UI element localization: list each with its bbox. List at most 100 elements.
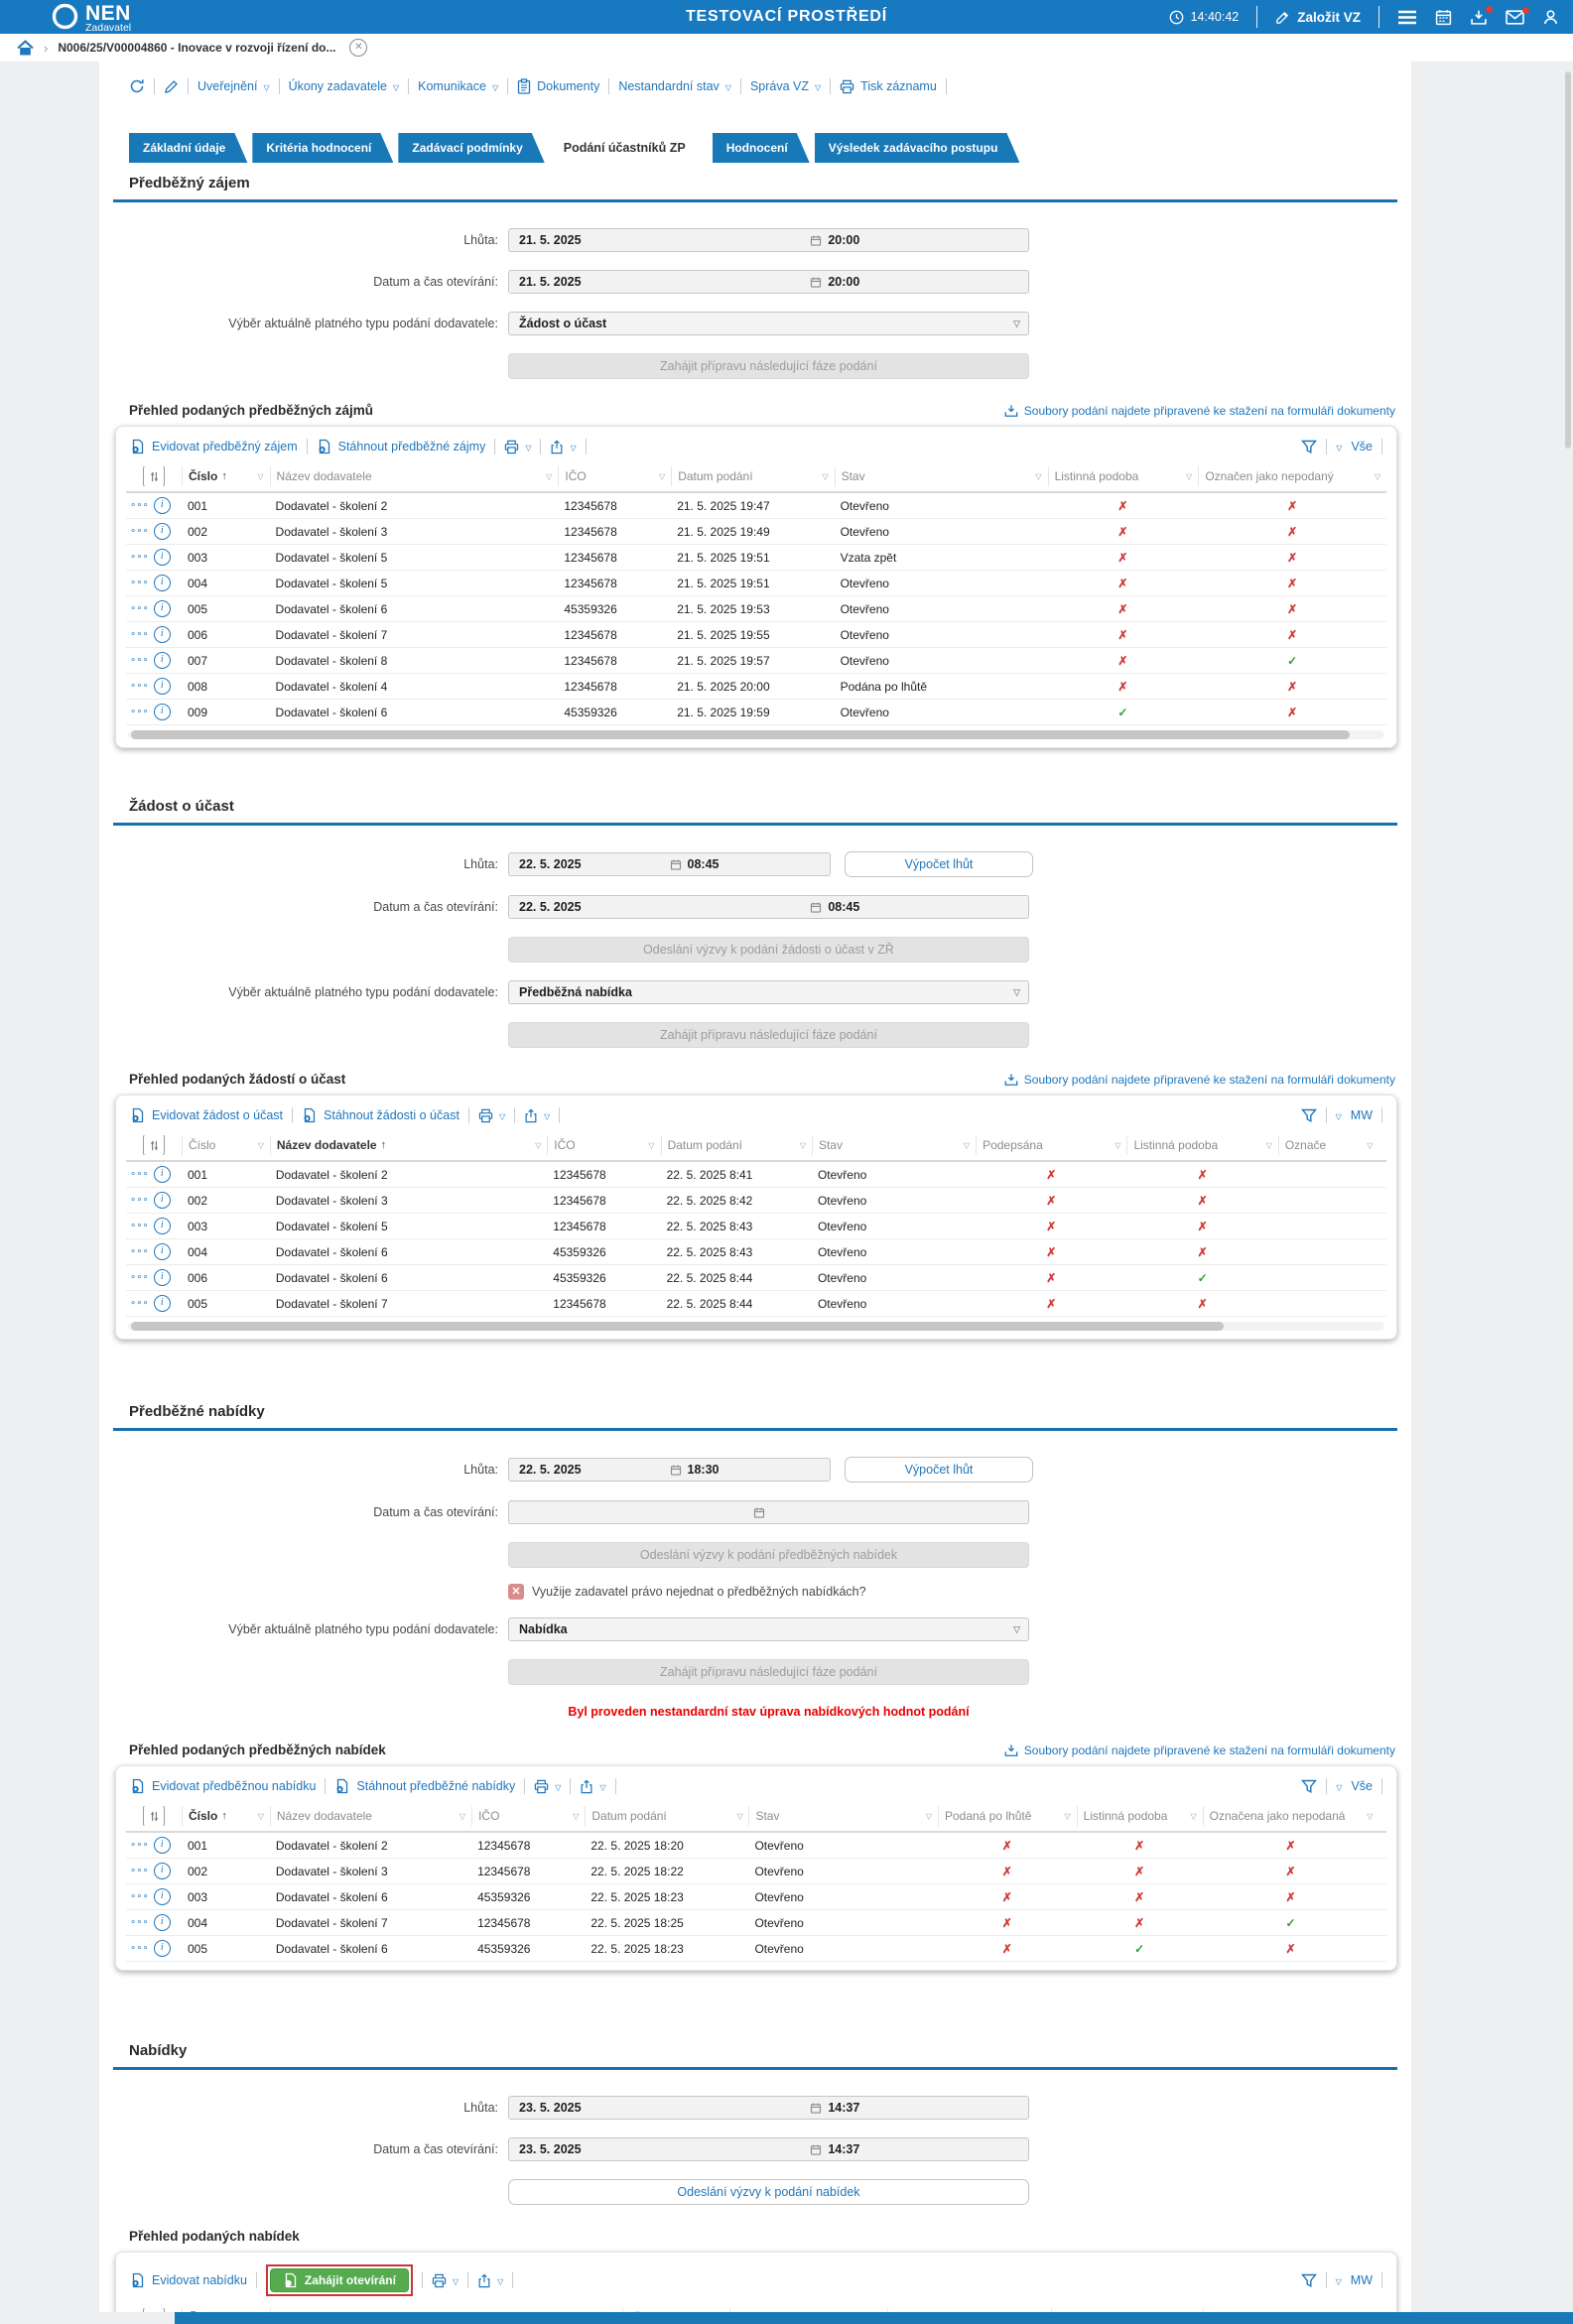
row-menu-button[interactable]: ∘∘∘	[130, 500, 149, 511]
view-selector[interactable]: Vše	[1351, 1779, 1373, 1793]
table-row[interactable]: ∘∘∘ i 001 Dodavatel - školení 2 12345678 21. …	[126, 493, 1386, 519]
row-menu-button[interactable]: ∘∘∘	[130, 655, 149, 666]
row-menu-button[interactable]: ∘∘∘	[130, 1943, 149, 1954]
menu-sprava-vz[interactable]: Správa VZ ▽	[749, 79, 822, 93]
row-menu-button[interactable]: ∘∘∘	[130, 526, 149, 537]
column-header[interactable]: Listinná podoba ▽	[1047, 466, 1199, 486]
checkbox-x-icon[interactable]: ✕	[508, 1584, 524, 1600]
column-header[interactable]: Podaná po lhůtě▽	[937, 1806, 1077, 1826]
table-row[interactable]: ∘∘∘ i 001 Dodavatel - školení 2 12345678 22. …	[126, 1833, 1386, 1859]
menu-komunikace[interactable]: Komunikace ▽	[418, 79, 499, 93]
column-filter-icon[interactable]: ▽	[1190, 1811, 1197, 1821]
files-download-link[interactable]: Soubory podání najdete připravené ke sta…	[1004, 404, 1395, 418]
row-info-button[interactable]: i	[153, 523, 171, 540]
submission-type-select[interactable]: Žádost o účast ▽	[508, 312, 1029, 335]
column-settings-button[interactable]	[126, 2308, 182, 2312]
start-opening-button[interactable]: Zahájit otevírání	[269, 2268, 409, 2292]
row-menu-button[interactable]: ∘∘∘	[130, 1272, 149, 1283]
column-header[interactable]: Číslo↑▽	[182, 2308, 270, 2312]
table-row[interactable]: ∘∘∘ i 007 Dodavatel - školení 8 12345678 21. …	[126, 648, 1386, 674]
table-action-button[interactable]: Evidovat předběžnou nabídku	[130, 1778, 316, 1794]
column-header[interactable]: Označe ▽	[1277, 1135, 1379, 1155]
column-settings-button[interactable]	[126, 1135, 182, 1155]
row-info-button[interactable]: i	[153, 1243, 171, 1260]
menu-nestandardni-stav[interactable]: Nestandardní stav ▽	[618, 79, 731, 93]
edit-record-button[interactable]	[164, 79, 179, 94]
view-selector[interactable]: MW	[1350, 1108, 1373, 1122]
column-filter-icon[interactable]: ▽	[1367, 1140, 1374, 1150]
column-filter-icon[interactable]: ▽	[925, 1811, 932, 1821]
row-info-button[interactable]: i	[153, 575, 171, 591]
table-action-button[interactable]: Evidovat žádost o účast	[130, 1107, 283, 1123]
column-header[interactable]: Stav ▽	[811, 1135, 976, 1155]
row-menu-button[interactable]: ∘∘∘	[130, 629, 149, 640]
column-filter-icon[interactable]: ▽	[963, 1140, 971, 1150]
calendar-icon[interactable]	[810, 234, 822, 247]
calendar-icon[interactable]	[810, 901, 822, 914]
row-info-button[interactable]: i	[153, 1914, 171, 1931]
row-menu-button[interactable]: ∘∘∘	[130, 1840, 149, 1851]
print-button[interactable]: ▽	[432, 2273, 459, 2288]
submission-type-select[interactable]: Předběžná nabídka ▽	[508, 980, 1029, 1004]
column-header[interactable]: Stav ▽	[834, 466, 1048, 486]
breadcrumb-item[interactable]: N006/25/V00004860 - Inovace v rozvoji ří…	[58, 41, 336, 55]
row-menu-button[interactable]: ∘∘∘	[130, 1866, 149, 1876]
export-button[interactable]: ▽	[550, 440, 577, 454]
column-filter-icon[interactable]: ▽	[573, 1811, 580, 1821]
table-row[interactable]: ∘∘∘ i 004 Dodavatel - školení 7 12345678 22. …	[126, 1910, 1386, 1936]
row-info-button[interactable]: i	[153, 1295, 171, 1312]
table-row[interactable]: ∘∘∘ i 001 Dodavatel - školení 2 12345678 22. …	[126, 1162, 1386, 1188]
row-menu-button[interactable]: ∘∘∘	[130, 578, 149, 588]
column-filter-icon[interactable]: ▽	[1035, 471, 1042, 481]
export-button[interactable]: ▽	[477, 2273, 503, 2288]
column-filter-icon[interactable]: ▽	[1064, 1811, 1071, 1821]
column-filter-icon[interactable]: ▽	[1265, 1140, 1272, 1150]
export-button[interactable]: ▽	[580, 1779, 606, 1794]
row-info-button[interactable]: i	[153, 600, 171, 617]
messages-button[interactable]	[1506, 6, 1529, 25]
row-info-button[interactable]: i	[153, 1863, 171, 1879]
calc-deadlines-button[interactable]: Výpočet lhůt	[845, 1457, 1033, 1483]
calc-deadlines-button[interactable]: Výpočet lhůt	[845, 851, 1033, 877]
row-info-button[interactable]: i	[153, 1218, 171, 1234]
filter-button[interactable]	[1301, 1779, 1318, 1794]
refresh-button[interactable]	[129, 78, 145, 94]
row-info-button[interactable]: i	[153, 626, 171, 643]
print-button[interactable]: ▽	[534, 1779, 561, 1794]
create-vz-button[interactable]: Založit VZ	[1275, 10, 1361, 25]
column-filter-icon[interactable]: ▽	[736, 1811, 743, 1821]
column-filter-icon[interactable]: ▽	[1367, 1811, 1374, 1821]
column-header[interactable]: Název dodavatele▽	[269, 1806, 471, 1826]
row-info-button[interactable]: i	[153, 1940, 171, 1957]
column-header[interactable]: IČO ▽	[547, 1135, 660, 1155]
column-header[interactable]: Název dodavatele▽	[269, 2308, 623, 2312]
calendar-icon[interactable]	[810, 276, 822, 289]
table-row[interactable]: ∘∘∘ i 005 Dodavatel - školení 6 45359326 21. …	[126, 596, 1386, 622]
table-action-button[interactable]: Stáhnout žádosti o účast	[302, 1107, 459, 1123]
row-menu-button[interactable]: ∘∘∘	[130, 1195, 149, 1206]
filter-button[interactable]	[1301, 440, 1318, 454]
home-icon[interactable]	[17, 40, 34, 56]
print-button[interactable]: ▽	[478, 1108, 505, 1123]
column-header[interactable]: Stav ▽	[748, 1806, 938, 1826]
inbox-button[interactable]	[1470, 5, 1493, 26]
table-row[interactable]: ∘∘∘ i 003 Dodavatel - školení 6 45359326 22. …	[126, 1884, 1386, 1910]
table-row[interactable]: ∘∘∘ i 006 Dodavatel - školení 7 12345678 21. …	[126, 622, 1386, 648]
column-header[interactable]: Datum podání▽	[729, 2308, 887, 2312]
row-menu-button[interactable]: ∘∘∘	[130, 1169, 149, 1180]
column-header[interactable]: Číslo↑▽	[182, 1806, 270, 1826]
column-header[interactable]: Podaná po lhůtě▽	[1051, 2308, 1202, 2312]
row-menu-button[interactable]: ∘∘∘	[130, 552, 149, 563]
row-info-button[interactable]: i	[153, 652, 171, 669]
view-selector[interactable]: MW	[1350, 2273, 1373, 2287]
row-menu-button[interactable]: ∘∘∘	[130, 1891, 149, 1902]
row-menu-button[interactable]: ∘∘∘	[130, 1917, 149, 1928]
column-header[interactable]: Datum podání▽	[671, 466, 834, 486]
files-download-link[interactable]: Soubory podání najdete připravené ke sta…	[1004, 1743, 1395, 1757]
column-filter-icon[interactable]: ▽	[1374, 471, 1380, 481]
tab-kriteria-hodnoceni[interactable]: Kritéria hodnocení	[252, 133, 393, 163]
row-info-button[interactable]: i	[153, 1166, 171, 1183]
calendar-icon[interactable]	[753, 1506, 765, 1519]
column-header[interactable]: Označen jako nepodaný ▽	[1198, 466, 1386, 486]
row-menu-button[interactable]: ∘∘∘	[130, 1246, 149, 1257]
